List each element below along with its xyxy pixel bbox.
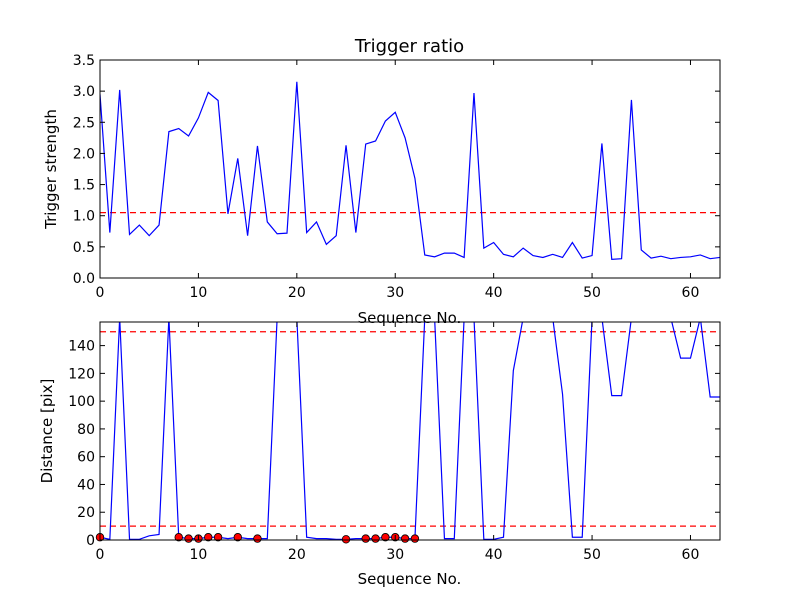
y-tick-label: 2.0 (73, 146, 95, 162)
y-tick-label: 3.5 (73, 53, 95, 69)
panel-trigger-ratio: Trigger ratio 0 10 20 30 40 50 60 0.0 0.5 1.0 1.5 2… (42, 36, 721, 327)
series-line (100, 81, 720, 260)
y-tick-label: 60 (77, 450, 95, 466)
data-point-marker (410, 534, 420, 543)
x-tick-label: 50 (583, 547, 601, 563)
y-tick-label: 3.0 (73, 84, 95, 100)
y-tick-label: 140 (68, 339, 95, 355)
y-tick-label: 0.5 (73, 240, 95, 256)
series-line (100, 322, 720, 540)
x-tick-label: 20 (288, 285, 306, 301)
y-tick-label: 1.5 (73, 178, 95, 194)
data-point-marker (253, 534, 262, 543)
y-tick-label: 120 (68, 366, 95, 382)
x-tick-label: 20 (288, 547, 306, 563)
data-point-marker (361, 534, 370, 543)
y-axis-label-bottom: Distance [pix] (38, 379, 56, 484)
x-tick-label: 40 (485, 547, 503, 563)
chart-title: Trigger ratio (354, 36, 464, 57)
x-axis-label-bottom: Sequence No. (358, 570, 462, 588)
x-tick-label: 10 (189, 547, 207, 563)
data-point-marker (381, 533, 390, 542)
data-point-marker (174, 533, 183, 542)
y-tick-label: 80 (77, 422, 95, 438)
x-tick-label: 50 (583, 285, 601, 301)
y-tick-label: 0.0 (73, 271, 95, 287)
plot-frame-bottom (99, 321, 721, 541)
x-tick-label: 30 (386, 547, 404, 563)
y-tick-label: 40 (77, 477, 95, 493)
y-tick-label: 1.0 (73, 209, 95, 225)
data-point-marker (204, 533, 213, 542)
x-tick-label: 0 (96, 285, 105, 301)
data-point-marker (213, 533, 223, 542)
x-tick-label: 10 (189, 285, 207, 301)
data-point-marker (233, 533, 242, 542)
x-tick-label: 60 (682, 285, 700, 301)
x-tick-label: 0 (96, 547, 105, 563)
x-tick-label: 30 (386, 285, 404, 301)
y-tick-label: 20 (77, 505, 95, 521)
x-tick-label: 40 (485, 285, 503, 301)
data-point-marker (371, 534, 380, 543)
y-tick-label: 0 (86, 533, 95, 549)
panel-distance: 0 10 20 30 40 50 60 0 20 40 60 80 100 120 140 Sequence… (38, 321, 721, 588)
y-tick-label: 100 (68, 394, 95, 410)
x-tick-label: 60 (682, 547, 700, 563)
data-point-marker (341, 535, 351, 544)
y-tick-label: 2.5 (73, 115, 95, 131)
plot-frame-top (99, 59, 721, 279)
data-point-marker (184, 534, 193, 543)
data-point-marker (400, 534, 410, 543)
x-axis-label-top: Sequence No. (358, 309, 462, 327)
y-axis-label-top: Trigger strength (42, 109, 60, 230)
